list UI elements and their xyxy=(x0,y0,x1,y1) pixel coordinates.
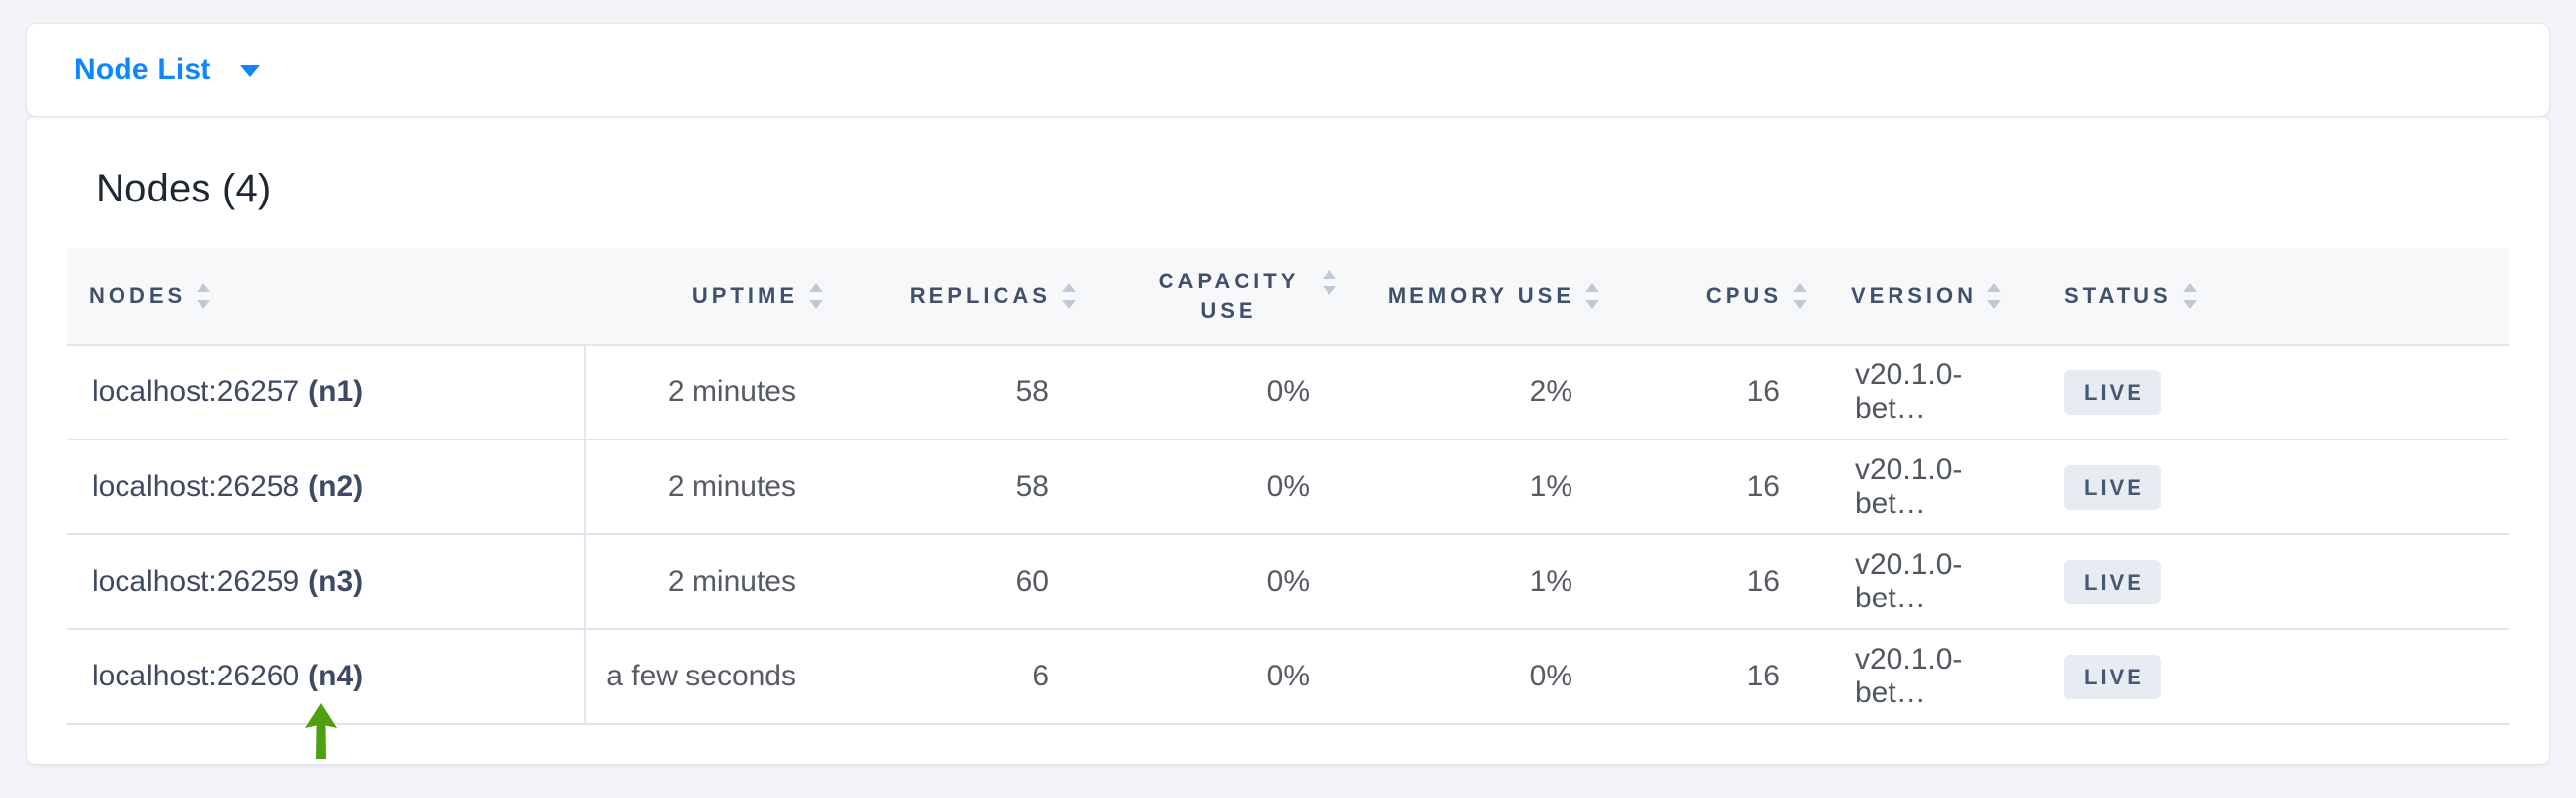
uptime-cell: a few seconds xyxy=(585,629,832,725)
cpus-cell: 16 xyxy=(1608,439,1815,535)
node-list-page: Node List Nodes (4) NODES xyxy=(27,24,2549,764)
column-label: STATUS xyxy=(2064,282,2172,308)
replicas-cell: 6 xyxy=(832,629,1085,725)
table-row: localhost:26259 (n3) 2 minutes 60 0% 1% 1… xyxy=(67,534,2509,630)
sort-icon xyxy=(808,282,824,309)
status-badge: LIVE xyxy=(2064,369,2161,415)
table-row: localhost:26257 (n1) 2 minutes 58 0% 2% 1… xyxy=(67,345,2509,440)
status-badge: LIVE xyxy=(2064,464,2161,510)
status-cell: LIVE xyxy=(2029,439,2509,535)
memory-use-cell: 2% xyxy=(1345,345,1608,440)
memory-use-cell: 1% xyxy=(1345,534,1608,630)
status-badge: LIVE xyxy=(2064,654,2161,699)
node-address-cell[interactable]: localhost:26259 (n3) xyxy=(67,534,586,630)
column-label: CAPACITY USE xyxy=(1158,268,1300,323)
cpus-cell: 16 xyxy=(1608,629,1815,725)
view-selector-dropdown[interactable]: Node List xyxy=(74,52,261,87)
column-label: CPUS xyxy=(1705,282,1782,308)
replicas-cell: 60 xyxy=(832,534,1085,630)
node-id: (n1) xyxy=(308,375,363,408)
table-row: localhost:26260 (n4) a few seconds 6 0% 0… xyxy=(67,629,2509,725)
column-label: VERSION xyxy=(1851,282,1977,308)
version-cell: v20.1.0-bet… xyxy=(1815,345,2029,440)
sort-icon xyxy=(1322,269,1337,295)
nodes-title: Nodes (4) xyxy=(96,167,272,210)
column-header-capacity-use[interactable]: CAPACITY USE xyxy=(1085,248,1345,346)
replicas-cell: 58 xyxy=(832,439,1085,535)
uptime-cell: 2 minutes xyxy=(585,439,832,535)
column-header-version[interactable]: VERSION xyxy=(1815,248,2029,346)
chevron-down-icon xyxy=(240,65,261,77)
capacity-use-cell: 0% xyxy=(1085,345,1345,440)
version-cell: v20.1.0-bet… xyxy=(1815,439,2029,535)
version-cell: v20.1.0-bet… xyxy=(1815,629,2029,725)
column-header-replicas[interactable]: REPLICAS xyxy=(832,248,1085,346)
node-address-cell[interactable]: localhost:26260 (n4) xyxy=(67,629,586,725)
column-label: UPTIME xyxy=(691,282,798,308)
node-address: localhost:26257 xyxy=(92,375,300,408)
column-header-status[interactable]: STATUS xyxy=(2029,248,2509,346)
status-badge: LIVE xyxy=(2064,559,2161,604)
column-label: REPLICAS xyxy=(909,282,1051,308)
capacity-use-cell: 0% xyxy=(1085,629,1345,725)
column-label: NODES xyxy=(89,282,187,308)
node-address: localhost:26259 xyxy=(92,565,300,598)
view-selector-bar: Node List xyxy=(27,24,2549,116)
sort-icon xyxy=(1584,282,1600,309)
column-header-cpus[interactable]: CPUS xyxy=(1608,248,1815,346)
node-address-cell[interactable]: localhost:26257 (n1) xyxy=(67,345,586,440)
uptime-cell: 2 minutes xyxy=(585,345,832,440)
memory-use-cell: 1% xyxy=(1345,439,1608,535)
node-address: localhost:26260 xyxy=(92,660,300,692)
nodes-card: Nodes (4) NODES xyxy=(27,116,2549,764)
status-cell: LIVE xyxy=(2029,534,2509,630)
memory-use-cell: 0% xyxy=(1345,629,1608,725)
table-header-row: NODES UPTIME xyxy=(67,248,2509,346)
table-row: localhost:26258 (n2) 2 minutes 58 0% 1% 1… xyxy=(67,439,2509,535)
sort-icon xyxy=(196,282,211,309)
column-header-uptime[interactable]: UPTIME xyxy=(585,248,832,346)
node-id: (n2) xyxy=(308,470,363,503)
node-address: localhost:26258 xyxy=(92,470,300,503)
sort-icon xyxy=(1986,282,2002,309)
sort-icon xyxy=(1792,282,1808,309)
node-id: (n3) xyxy=(308,565,363,598)
column-header-nodes[interactable]: NODES xyxy=(67,248,585,346)
capacity-use-cell: 0% xyxy=(1085,439,1345,535)
version-cell: v20.1.0-bet… xyxy=(1815,534,2029,630)
replicas-cell: 58 xyxy=(832,345,1085,440)
sort-icon xyxy=(1061,282,1077,309)
nodes-table: NODES UPTIME xyxy=(67,248,2509,725)
column-header-memory-use[interactable]: MEMORY USE xyxy=(1345,248,1608,346)
status-cell: LIVE xyxy=(2029,345,2509,440)
uptime-cell: 2 minutes xyxy=(585,534,832,630)
sort-icon xyxy=(2182,282,2198,309)
node-address-cell[interactable]: localhost:26258 (n2) xyxy=(67,439,586,535)
node-id: (n4) xyxy=(308,660,363,692)
cpus-cell: 16 xyxy=(1608,534,1815,630)
status-cell: LIVE xyxy=(2029,629,2509,725)
capacity-use-cell: 0% xyxy=(1085,534,1345,630)
column-label: MEMORY USE xyxy=(1387,282,1574,308)
cpus-cell: 16 xyxy=(1608,345,1815,440)
view-selector-label: Node List xyxy=(74,52,211,86)
